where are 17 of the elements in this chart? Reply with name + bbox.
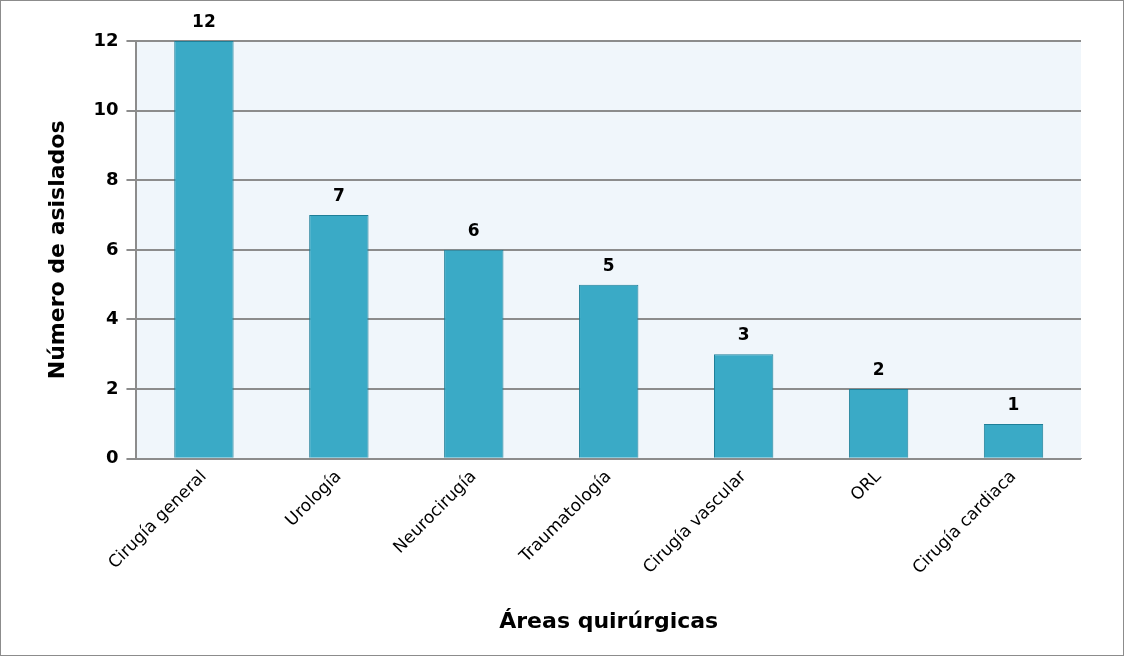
data-label: 5 — [602, 254, 615, 275]
y-tick-label: 8 — [105, 167, 119, 189]
y-tick-label: 10 — [93, 98, 119, 120]
x-axis-title: Áreas quirúrgicas — [499, 607, 719, 633]
y-tick-label: 4 — [105, 307, 119, 329]
y-tick-label: 0 — [105, 446, 119, 468]
data-label: 3 — [737, 324, 750, 345]
y-axis-title: Número de asislados — [43, 120, 69, 380]
x-tick-label: ORL — [845, 465, 885, 505]
data-label: 12 — [192, 10, 216, 31]
data-label: 2 — [872, 359, 885, 380]
data-label: 6 — [467, 219, 480, 240]
y-tick-label: 12 — [93, 28, 119, 50]
y-tick-label: 6 — [105, 237, 119, 259]
data-label: 1 — [1007, 393, 1020, 414]
data-label: 7 — [332, 184, 345, 205]
y-tick-label: 2 — [105, 376, 119, 398]
